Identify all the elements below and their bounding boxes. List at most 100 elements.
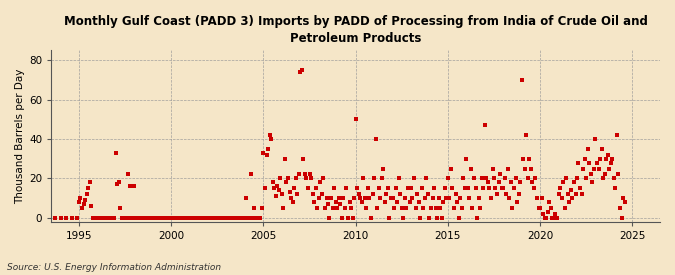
Point — [302, 186, 313, 190]
Point — [118, 216, 129, 220]
Point — [269, 186, 279, 190]
Point — [310, 186, 321, 190]
Point — [487, 166, 498, 171]
Point — [312, 206, 323, 210]
Point — [153, 216, 164, 220]
Point — [447, 186, 458, 190]
Point — [433, 196, 444, 200]
Point — [473, 196, 484, 200]
Point — [90, 216, 101, 220]
Point — [596, 147, 607, 151]
Point — [266, 137, 277, 141]
Point — [134, 216, 144, 220]
Point — [424, 216, 435, 220]
Point — [111, 151, 122, 155]
Point — [178, 216, 189, 220]
Point — [568, 180, 579, 185]
Point — [576, 192, 587, 196]
Point — [329, 186, 340, 190]
Point — [340, 206, 350, 210]
Point — [49, 216, 60, 220]
Point — [227, 216, 238, 220]
Point — [142, 216, 153, 220]
Point — [81, 192, 92, 196]
Point — [400, 196, 410, 200]
Point — [264, 133, 275, 137]
Point — [253, 216, 264, 220]
Point — [573, 160, 584, 165]
Point — [612, 133, 622, 137]
Point — [384, 216, 395, 220]
Point — [354, 192, 364, 196]
Point — [249, 206, 260, 210]
Point — [538, 212, 549, 216]
Point — [572, 176, 583, 181]
Point — [604, 166, 615, 171]
Point — [402, 186, 413, 190]
Point — [167, 216, 178, 220]
Point — [318, 176, 329, 181]
Point — [389, 206, 400, 210]
Point — [101, 216, 112, 220]
Point — [241, 196, 252, 200]
Point — [462, 186, 473, 190]
Point — [412, 192, 423, 196]
Point — [144, 216, 155, 220]
Point — [346, 206, 356, 210]
Point — [513, 192, 524, 196]
Point — [89, 216, 100, 220]
Point — [238, 216, 249, 220]
Point — [547, 216, 558, 220]
Point — [283, 176, 294, 181]
Point — [525, 166, 536, 171]
Point — [341, 186, 352, 190]
Point — [321, 196, 332, 200]
Point — [364, 196, 375, 200]
Point — [438, 200, 449, 204]
Point — [406, 186, 416, 190]
Point — [277, 192, 288, 196]
Point — [324, 216, 335, 220]
Point — [404, 200, 415, 204]
Point — [129, 184, 140, 188]
Point — [387, 196, 398, 200]
Point — [77, 206, 88, 210]
Point — [444, 196, 455, 200]
Point — [584, 160, 595, 165]
Point — [477, 176, 487, 181]
Point — [450, 192, 461, 196]
Point — [344, 200, 355, 204]
Point — [275, 176, 286, 181]
Point — [504, 196, 515, 200]
Point — [198, 216, 209, 220]
Point — [349, 196, 360, 200]
Point — [616, 216, 627, 220]
Point — [370, 137, 381, 141]
Point — [183, 216, 194, 220]
Point — [215, 216, 226, 220]
Point — [607, 156, 618, 161]
Point — [347, 216, 358, 220]
Point — [593, 166, 604, 171]
Point — [338, 196, 349, 200]
Point — [437, 216, 448, 220]
Point — [194, 216, 205, 220]
Point — [170, 216, 181, 220]
Point — [550, 212, 561, 216]
Point — [128, 216, 138, 220]
Point — [533, 206, 544, 210]
Point — [501, 192, 512, 196]
Point — [308, 200, 319, 204]
Point — [186, 216, 196, 220]
Point — [483, 180, 493, 185]
Point — [172, 216, 183, 220]
Point — [518, 156, 529, 161]
Point — [267, 180, 278, 185]
Point — [335, 202, 346, 206]
Point — [212, 216, 223, 220]
Point — [117, 216, 128, 220]
Point — [342, 216, 353, 220]
Point — [544, 200, 555, 204]
Point — [619, 200, 630, 204]
Point — [570, 192, 581, 196]
